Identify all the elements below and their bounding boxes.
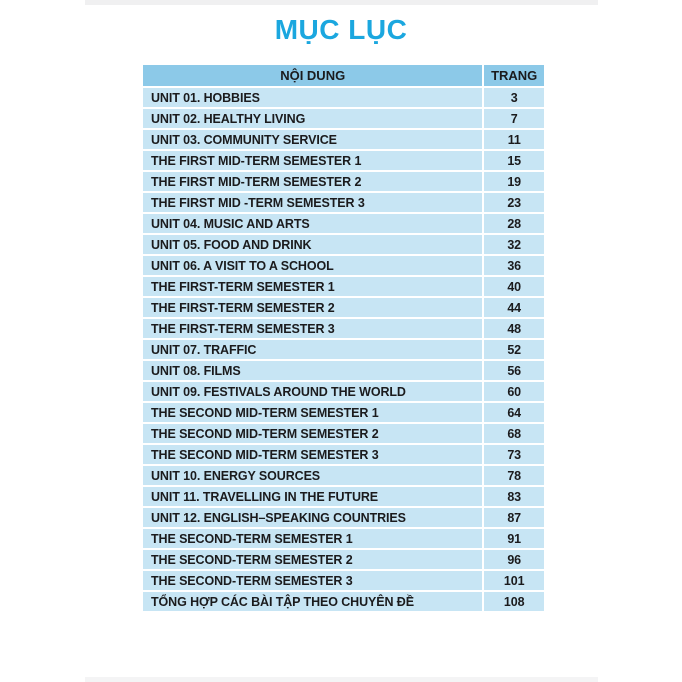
row-page: 68 xyxy=(484,424,544,443)
table-row: UNIT 03. COMMUNITY SERVICE 11 xyxy=(143,130,544,149)
table-row: THE SECOND-TERM SEMESTER 2 96 xyxy=(143,550,544,569)
table-row: UNIT 12. ENGLISH–SPEAKING COUNTRIES 87 xyxy=(143,508,544,527)
row-page: 60 xyxy=(484,382,544,401)
row-page: 15 xyxy=(484,151,544,170)
row-page: 73 xyxy=(484,445,544,464)
row-label: THE SECOND MID-TERM SEMESTER 2 xyxy=(143,424,483,443)
row-page: 11 xyxy=(484,130,544,149)
table-row: THE FIRST-TERM SEMESTER 2 44 xyxy=(143,298,544,317)
table-row: THE FIRST MID-TERM SEMESTER 1 15 xyxy=(143,151,544,170)
row-label: UNIT 12. ENGLISH–SPEAKING COUNTRIES xyxy=(143,508,483,527)
row-label: THE FIRST-TERM SEMESTER 1 xyxy=(143,277,483,296)
row-label: THE SECOND-TERM SEMESTER 1 xyxy=(143,529,483,548)
column-header-content: NỘI DUNG xyxy=(143,65,483,86)
table-row: THE SECOND MID-TERM SEMESTER 1 64 xyxy=(143,403,544,422)
row-page: 48 xyxy=(484,319,544,338)
row-page: 36 xyxy=(484,256,544,275)
row-label: UNIT 07. TRAFFIC xyxy=(143,340,483,359)
table-row: TỔNG HỢP CÁC BÀI TẬP THEO CHUYÊN ĐỀ 108 xyxy=(143,592,544,611)
table-row: UNIT 04. MUSIC AND ARTS 28 xyxy=(143,214,544,233)
row-label: UNIT 11. TRAVELLING IN THE FUTURE xyxy=(143,487,483,506)
table-row: THE SECOND MID-TERM SEMESTER 3 73 xyxy=(143,445,544,464)
row-page: 64 xyxy=(484,403,544,422)
row-label: THE FIRST MID -TERM SEMESTER 3 xyxy=(143,193,483,212)
row-label: UNIT 04. MUSIC AND ARTS xyxy=(143,214,483,233)
row-label: UNIT 10. ENERGY SOURCES xyxy=(143,466,483,485)
table-row: UNIT 07. TRAFFIC 52 xyxy=(143,340,544,359)
row-label: THE FIRST MID-TERM SEMESTER 1 xyxy=(143,151,483,170)
row-page: 101 xyxy=(484,571,544,590)
table-row: THE SECOND-TERM SEMESTER 1 91 xyxy=(143,529,544,548)
toc-table: NỘI DUNG TRANG UNIT 01. HOBBIES 3 UNIT 02.… xyxy=(141,63,546,613)
row-label: THE FIRST-TERM SEMESTER 2 xyxy=(143,298,483,317)
row-label: UNIT 06. A VISIT TO A SCHOOL xyxy=(143,256,483,275)
row-label: THE SECOND MID-TERM SEMESTER 1 xyxy=(143,403,483,422)
table-row: UNIT 11. TRAVELLING IN THE FUTURE 83 xyxy=(143,487,544,506)
table-row: THE FIRST-TERM SEMESTER 1 40 xyxy=(143,277,544,296)
page-edge-top xyxy=(85,0,598,5)
row-page: 3 xyxy=(484,88,544,107)
row-label: UNIT 03. COMMUNITY SERVICE xyxy=(143,130,483,149)
row-label: THE SECOND MID-TERM SEMESTER 3 xyxy=(143,445,483,464)
table-row: THE FIRST-TERM SEMESTER 3 48 xyxy=(143,319,544,338)
table-row: UNIT 05. FOOD AND DRINK 32 xyxy=(143,235,544,254)
row-label: UNIT 02. HEALTHY LIVING xyxy=(143,109,483,128)
row-page: 52 xyxy=(484,340,544,359)
row-page: 40 xyxy=(484,277,544,296)
row-label: TỔNG HỢP CÁC BÀI TẬP THEO CHUYÊN ĐỀ xyxy=(143,592,483,611)
row-label: THE FIRST MID-TERM SEMESTER 2 xyxy=(143,172,483,191)
toc-table-body: UNIT 01. HOBBIES 3 UNIT 02. HEALTHY LIVING… xyxy=(143,88,544,611)
row-page: 83 xyxy=(484,487,544,506)
row-label: UNIT 05. FOOD AND DRINK xyxy=(143,235,483,254)
row-page: 96 xyxy=(484,550,544,569)
table-header-row: NỘI DUNG TRANG xyxy=(143,65,544,86)
row-page: 108 xyxy=(484,592,544,611)
table-row: UNIT 09. FESTIVALS AROUND THE WORLD 60 xyxy=(143,382,544,401)
table-row: THE SECOND MID-TERM SEMESTER 2 68 xyxy=(143,424,544,443)
column-header-page: TRANG xyxy=(484,65,544,86)
row-label: THE SECOND-TERM SEMESTER 3 xyxy=(143,571,483,590)
row-page: 28 xyxy=(484,214,544,233)
table-row: UNIT 08. FILMS 56 xyxy=(143,361,544,380)
row-label: UNIT 01. HOBBIES xyxy=(143,88,483,107)
row-label: THE SECOND-TERM SEMESTER 2 xyxy=(143,550,483,569)
table-row: UNIT 02. HEALTHY LIVING 7 xyxy=(143,109,544,128)
row-page: 23 xyxy=(484,193,544,212)
row-label: THE FIRST-TERM SEMESTER 3 xyxy=(143,319,483,338)
row-label: UNIT 09. FESTIVALS AROUND THE WORLD xyxy=(143,382,483,401)
row-page: 32 xyxy=(484,235,544,254)
table-row: THE SECOND-TERM SEMESTER 3 101 xyxy=(143,571,544,590)
table-row: THE FIRST MID-TERM SEMESTER 2 19 xyxy=(143,172,544,191)
page-edge-bottom xyxy=(85,677,598,682)
row-page: 19 xyxy=(484,172,544,191)
row-label: UNIT 08. FILMS xyxy=(143,361,483,380)
table-row: UNIT 06. A VISIT TO A SCHOOL 36 xyxy=(143,256,544,275)
row-page: 7 xyxy=(484,109,544,128)
row-page: 56 xyxy=(484,361,544,380)
table-row: UNIT 01. HOBBIES 3 xyxy=(143,88,544,107)
row-page: 87 xyxy=(484,508,544,527)
row-page: 91 xyxy=(484,529,544,548)
row-page: 78 xyxy=(484,466,544,485)
table-row: THE FIRST MID -TERM SEMESTER 3 23 xyxy=(143,193,544,212)
page-title: MỤC LỤC xyxy=(274,14,408,45)
table-row: UNIT 10. ENERGY SOURCES 78 xyxy=(143,466,544,485)
row-page: 44 xyxy=(484,298,544,317)
